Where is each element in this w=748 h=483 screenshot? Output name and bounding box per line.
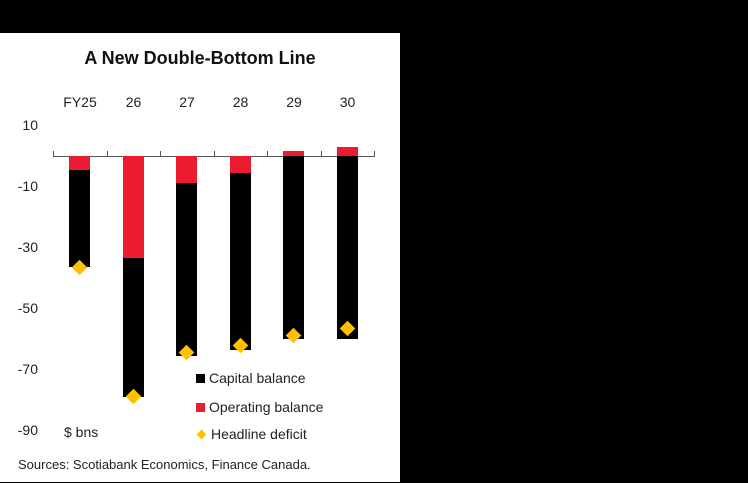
x-axis-tick xyxy=(160,151,161,157)
x-label: 26 xyxy=(125,94,142,110)
y-tick-label: -50 xyxy=(17,299,38,316)
y-tick-label: -10 xyxy=(17,177,38,194)
bar-capital-balance xyxy=(122,258,144,397)
x-label: 29 xyxy=(286,94,302,110)
y-tick-label: -90 xyxy=(17,421,38,438)
bar-operating-balance xyxy=(229,156,251,173)
source-note: Sources: Scotiabank Economics, Finance C… xyxy=(18,457,311,472)
legend-item-headline: Headline deficit xyxy=(196,426,307,442)
y-tick-label: 10 xyxy=(22,116,38,133)
bar-capital-balance xyxy=(229,172,251,350)
legend-label-headline: Headline deficit xyxy=(211,426,307,442)
chart-panel: A New Double-Bottom Line FY25 26 27 28 29 30 … xyxy=(0,33,400,482)
y-tick-label: -70 xyxy=(17,360,38,377)
x-axis-tick xyxy=(53,151,54,157)
bar-capital-balance xyxy=(283,156,305,339)
unit-label: $ bns xyxy=(64,424,99,440)
bar-capital-balance xyxy=(69,169,91,268)
bar-capital-balance xyxy=(336,156,358,339)
y-tick-label: -30 xyxy=(17,238,38,255)
bar-capital-balance xyxy=(176,183,198,356)
x-label: 30 xyxy=(339,94,356,110)
legend-item-operating: Operating balance xyxy=(196,399,323,415)
bar-operating-balance xyxy=(283,151,305,156)
x-label: 27 xyxy=(179,94,195,110)
x-axis-tick xyxy=(267,151,268,157)
x-axis-tick xyxy=(374,151,375,157)
bar-operating-balance xyxy=(176,156,198,184)
x-axis-tick xyxy=(106,151,108,157)
legend-swatch-capital-icon xyxy=(196,373,205,383)
legend-swatch-operating-icon xyxy=(196,402,205,412)
bar-operating-balance xyxy=(336,146,358,156)
bar-operating-balance xyxy=(69,156,91,170)
bar-operating-balance xyxy=(122,156,144,259)
legend-diamond-headline-icon xyxy=(196,429,207,439)
legend-item-capital: Capital balance xyxy=(196,370,306,386)
x-axis-tick xyxy=(320,151,322,157)
x-label: 28 xyxy=(232,94,249,110)
legend-label-operating: Operating balance xyxy=(209,399,324,415)
x-label: FY25 xyxy=(63,94,97,110)
chart-title: A New Double-Bottom Line xyxy=(84,48,316,68)
x-axis-tick xyxy=(213,151,215,157)
legend-label-capital: Capital balance xyxy=(209,370,306,386)
